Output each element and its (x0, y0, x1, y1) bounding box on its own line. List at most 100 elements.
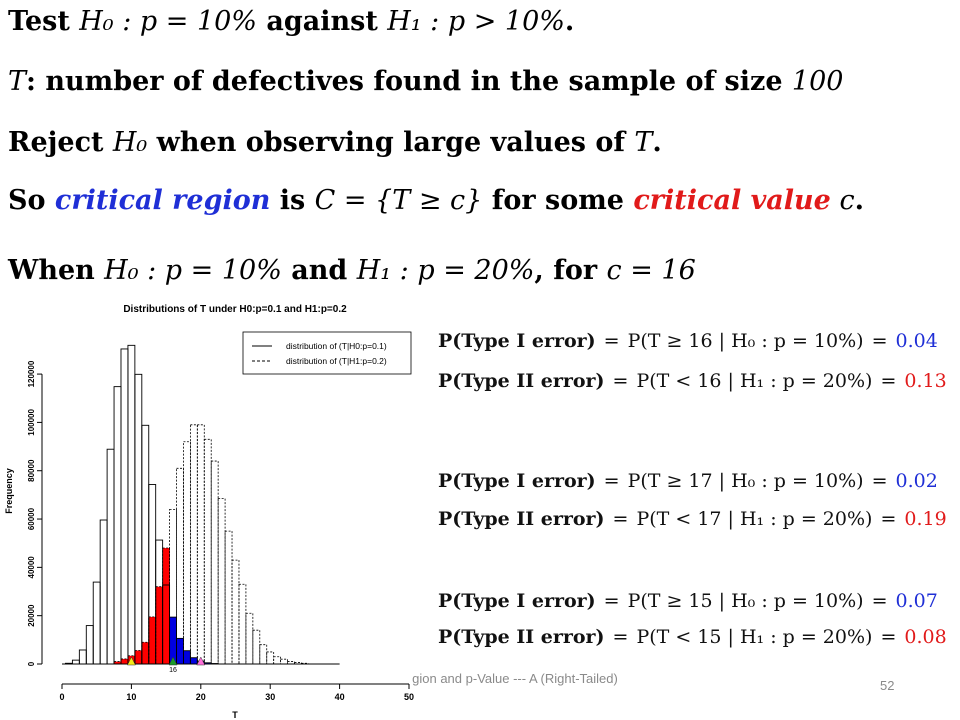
error-probability-value: 0.08 (904, 626, 947, 648)
h0-bar (127, 344, 136, 665)
y-tick-label: 0 (27, 661, 36, 666)
h1-bar (259, 644, 268, 665)
type-i-bar (204, 662, 212, 664)
error-probability-expression: P(T < 15 | H₁ : p = 20%) (636, 626, 873, 648)
type-ii-bar (120, 658, 128, 664)
y-tick-label: 80000 (27, 459, 36, 482)
error-equation-6: P(Type II error) = P(T < 15 | H₁ : p = 20%… (438, 626, 947, 648)
h0-bar (92, 581, 101, 665)
error-equation-4: P(Type II error) = P(T < 17 | H₁ : p = 20%… (438, 508, 947, 530)
h0-bar (106, 448, 115, 665)
x-tick-label: 10 (126, 692, 136, 702)
sample-size: 100 (791, 66, 844, 97)
critical-region-set: C = {T ≥ c} (314, 185, 483, 216)
y-tick-label: 20000 (27, 604, 36, 627)
type-ii-bar (155, 586, 163, 664)
h1-bar (252, 629, 261, 665)
legend-box (242, 331, 412, 375)
y-tick-label: 40000 (27, 556, 36, 579)
reject-rule-line: Reject H₀ when observing large values of… (8, 127, 662, 158)
legend-entry-h0: distribution of (T|H0:p=0.1) (286, 341, 387, 351)
statistic-definition-line: T: number of defectives found in the sam… (8, 66, 844, 97)
type-i-bar (190, 657, 198, 664)
error-equation-1: P(Type I error) = P(T ≥ 16 | H₀ : p = 10%)… (438, 330, 938, 352)
h0-bar (134, 373, 143, 665)
scenario-line: When H₀ : p = 10% and H₁ : p = 20%, for … (8, 255, 696, 286)
error-probability-expression: P(T ≥ 17 | H₀ : p = 10%) (627, 470, 864, 492)
x-tick-label: 40 (335, 692, 345, 702)
type-ii-bar (141, 642, 149, 664)
alt-hypothesis: H₁ : p > 10% (387, 6, 565, 37)
error-probability-expression: P(T ≥ 16 | H₀ : p = 10%) (627, 330, 864, 352)
h1-bar (176, 467, 184, 665)
y-axis-label: Frequency (4, 468, 14, 514)
critical-value-term: critical value (633, 185, 831, 216)
y-tick-label: 120000 (27, 360, 36, 387)
error-equation-3: P(Type I error) = P(T ≥ 17 | H₀ : p = 10%)… (438, 470, 938, 492)
y-tick-label: 60000 (27, 507, 36, 530)
chart-markers (126, 656, 206, 666)
h0-bar (71, 659, 80, 665)
h0-bar (99, 519, 108, 665)
error-probability-value: 0.02 (895, 470, 938, 492)
h1-bar (224, 530, 233, 665)
h1-bar (217, 498, 226, 665)
critical-region-line: So critical region is C = {T ≥ c} for so… (8, 185, 864, 216)
h1-bar (196, 424, 205, 665)
h1-distribution-bars (113, 424, 309, 665)
h1-bar (203, 438, 212, 665)
null-hypothesis: H₀ : p = 10% (79, 6, 257, 37)
marker-triangle (126, 656, 136, 666)
error-probability-expression: P(T ≥ 15 | H₀ : p = 10%) (627, 590, 864, 612)
y-tick-label: 100000 (27, 409, 36, 436)
error-equation-2: P(Type II error) = P(T < 16 | H₁ : p = 20%… (438, 370, 947, 392)
error-type-label: P(Type I error) (438, 330, 596, 352)
h0-bar (141, 424, 150, 665)
type-ii-bar (148, 616, 156, 664)
x-tick-label: 50 (404, 692, 414, 702)
h1-bar (189, 424, 198, 665)
chart-title: Distributions of T under H0:p=0.1 and H1… (123, 304, 347, 315)
error-probability-value: 0.13 (904, 370, 947, 392)
h1-bar (238, 583, 247, 665)
h0-bar (113, 386, 122, 665)
h0-distribution-bars (65, 344, 219, 665)
h1-bar (210, 460, 219, 665)
type-i-bar (183, 650, 191, 664)
error-type-label: P(Type II error) (438, 626, 605, 648)
error-probability-expression: P(T < 17 | H₁ : p = 20%) (636, 508, 873, 530)
error-probability-expression: P(T < 16 | H₁ : p = 20%) (636, 370, 873, 392)
error-probability-value: 0.19 (904, 508, 947, 530)
critical-value-label: 16 (169, 667, 177, 674)
chart-axes: 0 10 20 30 40 50 0 20000 40000 60000 80000 100000 12… (27, 360, 414, 702)
chart-legend: distribution of (T|H0:p=0.1) distributio… (242, 331, 412, 375)
text-test: Test (8, 6, 80, 37)
slide-footer: gion and p-Value --- A (Right-Tailed) (412, 671, 618, 686)
h1-bar (245, 612, 254, 665)
critical-region-term: critical region (54, 185, 271, 216)
marker-triangle (196, 656, 206, 666)
h1-bar (231, 559, 240, 665)
text-against: against (256, 6, 388, 37)
error-type-label: P(Type II error) (438, 370, 605, 392)
error-type-label: P(Type I error) (438, 590, 596, 612)
marker-triangle (168, 656, 178, 666)
x-tick-label: 20 (196, 692, 206, 702)
type-ii-bar (134, 650, 142, 664)
type-ii-bar (162, 548, 170, 664)
h0-bar (78, 649, 87, 665)
statistic-symbol: T (8, 66, 27, 97)
error-type-label: P(Type I error) (438, 470, 596, 492)
h1-bar (183, 441, 191, 665)
critical-value-16: c = 16 (606, 255, 696, 286)
x-tick-label: 30 (265, 692, 275, 702)
page-number: 52 (880, 678, 895, 693)
h0-bar (120, 348, 129, 665)
x-axis-label: T (232, 710, 238, 720)
h1-bar (113, 661, 122, 665)
legend-entry-h1: distribution of (T|H1:p=0.2) (286, 356, 387, 366)
type-i-bar (169, 617, 177, 664)
type-ii-bar (114, 661, 121, 664)
x-tick-label: 0 (59, 692, 64, 702)
h0-bar (85, 625, 94, 665)
